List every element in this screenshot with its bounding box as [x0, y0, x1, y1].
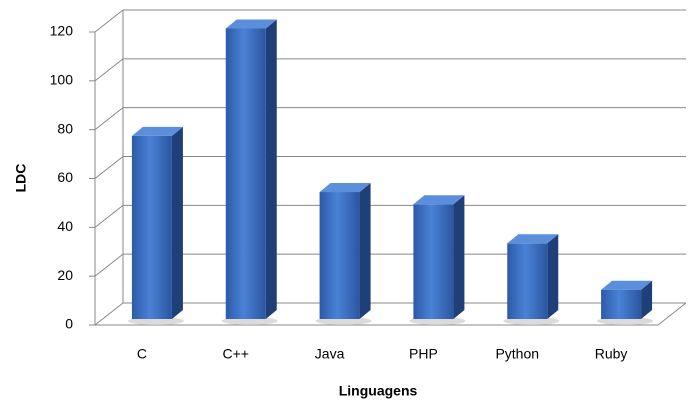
grid-line: [94, 58, 124, 82]
bar-side: [547, 234, 559, 319]
x-tick-label: C++: [223, 346, 249, 362]
y-tick-label: 60: [57, 169, 73, 185]
bar-side: [641, 280, 653, 319]
grid-line: [94, 9, 124, 33]
grid-line: [94, 107, 124, 131]
grid-line: [94, 302, 124, 326]
bar-side: [265, 19, 277, 319]
x-tick-label: Ruby: [595, 346, 628, 362]
bar: [225, 28, 266, 320]
bar-side: [453, 195, 465, 319]
x-tick-label: PHP: [409, 346, 438, 362]
bar-top: [131, 126, 183, 136]
bar-top: [601, 280, 653, 290]
y-tick-label: 100: [50, 72, 74, 88]
x-axis-title: Linguagens: [339, 383, 418, 399]
bar-top: [319, 183, 371, 193]
grid-line: [94, 156, 124, 179]
x-tick-label: Java: [315, 346, 345, 362]
bar-top: [507, 234, 559, 244]
bar-side: [171, 126, 183, 319]
y-axis-title: LDC: [13, 164, 29, 193]
bar: [507, 243, 548, 319]
grid-line: [94, 253, 124, 277]
y-tick-label: 120: [50, 23, 74, 39]
y-tick-label: 40: [57, 218, 73, 234]
bar: [319, 192, 360, 319]
bar-side: [359, 183, 371, 319]
bar: [131, 135, 172, 319]
x-tick-label: C: [137, 346, 147, 362]
y-tick-label: 80: [57, 120, 73, 136]
bar-top: [413, 195, 465, 205]
y-tick-label: 20: [57, 267, 73, 283]
bar: [601, 289, 642, 319]
grid-line: [94, 204, 124, 228]
bar-top: [225, 19, 277, 29]
bar: [413, 204, 454, 319]
x-tick-label: Python: [495, 346, 539, 362]
floor-edge: [657, 302, 687, 326]
y-tick-label: 0: [65, 316, 73, 332]
